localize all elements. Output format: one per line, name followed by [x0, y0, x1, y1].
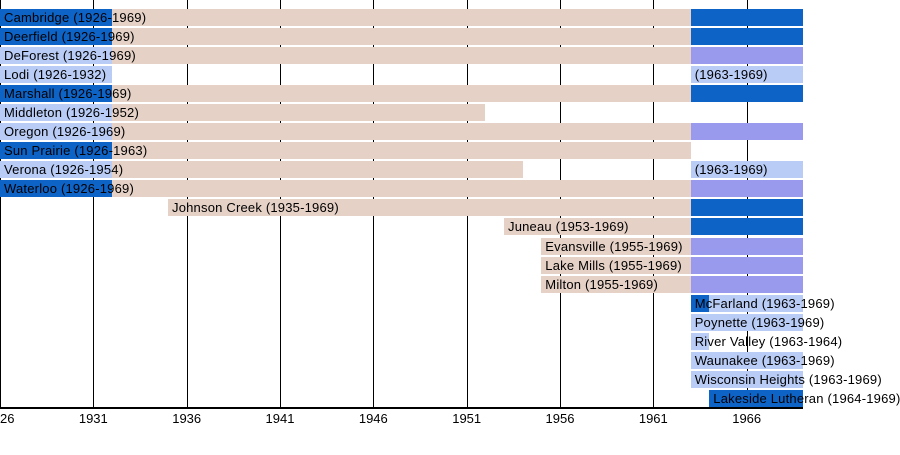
timeline-bar: [0, 103, 112, 121]
row-label: Verona (1926-1954): [4, 162, 124, 178]
row-label: Cambridge (1926-1969): [4, 9, 147, 25]
timeline-bar: [690, 237, 803, 255]
timeline-bar: [112, 123, 691, 140]
axis-tick-label: 1931: [78, 411, 108, 426]
timeline-bar: [709, 390, 803, 408]
axis-tick-label: 1951: [452, 411, 482, 426]
timeline-bar: [112, 103, 486, 121]
axis-tick-label: 1956: [545, 411, 575, 426]
timeline-bar: [112, 161, 523, 179]
timeline-bar: [690, 161, 803, 179]
timeline-bar: [690, 256, 803, 274]
axis-tick-label: 1936: [172, 411, 202, 426]
row-label: Lakeside Lutheran (1964-1969): [713, 391, 900, 407]
row-label: Juneau (1953-1969): [508, 219, 629, 235]
timeline-bar: [0, 161, 112, 179]
row-label: Johnson Creek (1935-1969): [172, 200, 339, 216]
timeline-bar: [709, 294, 803, 312]
axis-tick-label: 1926: [0, 411, 15, 426]
timeline-bar: [112, 142, 691, 160]
timeline-bar: [0, 123, 112, 140]
timeline-bar: [690, 8, 803, 26]
timeline-bar: [112, 27, 691, 45]
timeline-bar: [0, 84, 112, 102]
timeline-bar: [168, 199, 691, 217]
timeline-bar: [112, 46, 691, 64]
timeline-bar: [690, 199, 803, 217]
row-label: Lodi (1926-1932): [4, 66, 107, 82]
timeline-bar: [112, 8, 691, 26]
row-label: Deerfield (1926-1969): [4, 28, 135, 44]
timeline-bar: [690, 275, 803, 293]
timeline-bar: [0, 46, 112, 64]
timeline-bar: [0, 27, 112, 45]
row-label: River Valley (1963-1964): [694, 333, 843, 349]
row-label: Poynette (1963-1969): [694, 314, 825, 330]
timeline-bar: [690, 27, 803, 45]
row-label: Marshall (1926-1969): [4, 85, 132, 101]
row-extra-label: (1963-1969): [694, 162, 768, 178]
timeline-bar: [690, 65, 803, 83]
timeline-bar: [541, 237, 691, 255]
timeline-bar: [690, 371, 803, 388]
timeline-bar: [504, 218, 691, 236]
row-label: Evansville (1955-1969): [545, 238, 683, 254]
row-label: DeForest (1926-1969): [4, 47, 136, 63]
timeline-bar: [112, 180, 691, 198]
timeline-bar: [690, 84, 803, 102]
timeline-bar: [0, 8, 112, 26]
row-label: Lake Mills (1955-1969): [545, 257, 682, 273]
timeline-bar: [112, 84, 691, 102]
timeline-bar: [690, 294, 710, 312]
timeline-bar: [690, 351, 803, 369]
row-label: Middleton (1926-1952): [4, 104, 140, 120]
axis-tick-label: 1961: [638, 411, 668, 426]
gridline-1926: [0, 0, 1, 408]
axis-tick-label: 1966: [732, 411, 762, 426]
timeline-bar: [690, 313, 803, 331]
row-label: Milton (1955-1969): [545, 276, 659, 292]
row-label: Waterloo (1926-1969): [4, 181, 134, 197]
row-label: Oregon (1926-1969): [4, 124, 126, 139]
row-label: McFarland (1963-1969): [694, 295, 835, 311]
row-extra-label: (1963-1969): [694, 66, 768, 82]
axis-tick-label: 1941: [265, 411, 295, 426]
timeline-bar: [0, 180, 112, 198]
timeline-bar: [690, 46, 803, 64]
row-label: Waunakee (1963-1969): [694, 352, 835, 368]
gridline-1931: [93, 0, 95, 408]
row-label: Wisconsin Heights (1963-1969): [694, 372, 882, 387]
timeline-bar: [0, 65, 112, 83]
timeline-bar: [690, 123, 803, 140]
timeline-bar: [541, 256, 691, 274]
row-label: Sun Prairie (1926-1963): [4, 143, 148, 159]
axis-tick-label: 1946: [358, 411, 388, 426]
x-axis-line: [0, 407, 803, 409]
timeline-bar: [690, 332, 710, 350]
timeline-bar: [541, 275, 691, 293]
timeline-bar: [690, 218, 803, 236]
timeline-bar: [690, 180, 803, 198]
timeline-bar: [0, 142, 112, 160]
